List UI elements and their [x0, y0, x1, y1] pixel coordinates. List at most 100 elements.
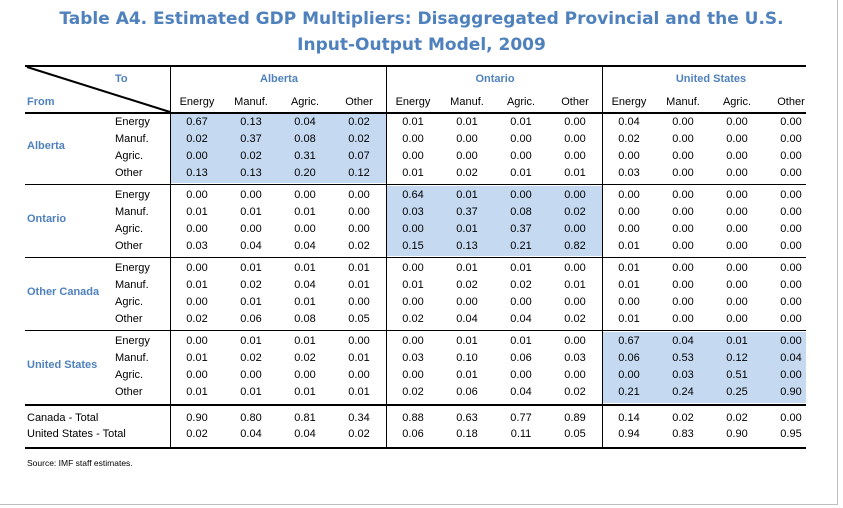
- table-cell: 0.12: [348, 167, 370, 179]
- column-header: Manuf.: [234, 96, 268, 108]
- row-group-label: Alberta: [27, 140, 65, 152]
- table-cell: 0.00: [348, 189, 370, 201]
- rule-after-alberta: [25, 184, 806, 185]
- table-cell: 0.01: [186, 386, 208, 398]
- table-cell: 0.01: [456, 116, 478, 128]
- table-cell: 0.00: [726, 150, 748, 162]
- table-cell: 0.00: [402, 150, 424, 162]
- table-cell: 0.13: [186, 167, 208, 179]
- row-sub-label: Agric.: [115, 369, 144, 381]
- table-cell: 0.00: [348, 206, 370, 218]
- table-cell: 0.00: [510, 296, 532, 308]
- table-cell: 0.00: [510, 133, 532, 145]
- table-cell: 0.00: [348, 296, 370, 308]
- table-cell: 0.08: [294, 133, 316, 145]
- table-cell: 0.51: [726, 369, 748, 381]
- table-cell: 0.00: [780, 240, 802, 252]
- table-cell: 0.03: [672, 369, 694, 381]
- table-cell: 0.06: [240, 313, 262, 325]
- table-cell: 0.02: [402, 386, 424, 398]
- column-header: Manuf.: [666, 96, 700, 108]
- table-cell: 0.02: [456, 167, 478, 179]
- column-header: Energy: [179, 96, 215, 108]
- from-label: From: [27, 96, 55, 108]
- column-header: Other: [777, 96, 805, 108]
- table-cell: 0.00: [564, 262, 586, 274]
- rule-bottom: [25, 447, 806, 449]
- total-cell: 0.05: [564, 428, 586, 440]
- table-cell: 0.03: [402, 206, 424, 218]
- table-cell: 0.01: [726, 335, 748, 347]
- table-cell: 0.01: [618, 313, 640, 325]
- table-cell: 0.00: [672, 313, 694, 325]
- table-cell: 0.00: [402, 133, 424, 145]
- table-cell: 0.01: [294, 206, 316, 218]
- total-cell: 0.04: [294, 428, 316, 440]
- table-cell: 0.00: [726, 116, 748, 128]
- column-header: Agric.: [506, 96, 536, 108]
- table-cell: 0.04: [294, 116, 316, 128]
- total-cell: 0.34: [348, 412, 370, 424]
- table-cell: 0.00: [294, 189, 316, 201]
- table-cell: 0.04: [618, 116, 640, 128]
- row-sub-label: Manuf.: [115, 352, 149, 364]
- table-cell: 0.00: [672, 223, 694, 235]
- total-cell: 0.02: [672, 412, 694, 424]
- table-cell: 0.00: [402, 262, 424, 274]
- table-cell: 0.07: [348, 150, 370, 162]
- table-cell: 0.00: [780, 223, 802, 235]
- table-cell: 0.01: [186, 279, 208, 291]
- table-cell: 0.01: [456, 189, 478, 201]
- table-cell: 0.00: [780, 313, 802, 325]
- column-header: Agric.: [722, 96, 752, 108]
- table-cell: 0.01: [618, 279, 640, 291]
- table-cell: 0.02: [564, 313, 586, 325]
- table-cell: 0.31: [294, 150, 316, 162]
- total-cell: 0.94: [618, 428, 640, 440]
- highlight-ontario-block: [387, 186, 603, 256]
- table-cell: 0.00: [564, 189, 586, 201]
- table-cell: 0.01: [402, 116, 424, 128]
- rule-header-bottom: [25, 112, 806, 114]
- total-cell: 0.90: [186, 412, 208, 424]
- table-cell: 0.00: [618, 223, 640, 235]
- table-cell: 0.00: [564, 369, 586, 381]
- row-sub-label: Manuf.: [115, 133, 149, 145]
- row-sub-label: Other: [115, 240, 143, 252]
- column-header: Manuf.: [450, 96, 484, 108]
- table-cell: 0.00: [510, 189, 532, 201]
- row-sub-label: Agric.: [115, 223, 144, 235]
- table-cell: 0.00: [402, 223, 424, 235]
- total-cell: 0.88: [402, 412, 424, 424]
- group-head-united-states: United States: [675, 73, 747, 85]
- total-cell: 0.02: [348, 428, 370, 440]
- table-cell: 0.04: [780, 352, 802, 364]
- table-cell: 0.02: [564, 386, 586, 398]
- table-cell: 0.00: [780, 296, 802, 308]
- table-cell: 0.13: [240, 167, 262, 179]
- table-cell: 0.01: [618, 262, 640, 274]
- total-cell: 0.83: [672, 428, 694, 440]
- table-cell: 0.00: [402, 369, 424, 381]
- table-cell: 0.04: [294, 240, 316, 252]
- title-line-2: Input-Output Model, 2009: [297, 35, 546, 55]
- table-cell: 0.00: [186, 223, 208, 235]
- rule-top: [25, 65, 806, 67]
- table-cell: 0.01: [294, 296, 316, 308]
- row-sub-label: Manuf.: [115, 206, 149, 218]
- table-cell: 0.00: [564, 296, 586, 308]
- table-cell: 0.00: [618, 189, 640, 201]
- table-cell: 0.02: [348, 133, 370, 145]
- table-cell: 0.25: [726, 386, 748, 398]
- rule-col-ontario: [386, 65, 387, 449]
- table-cell: 0.08: [294, 313, 316, 325]
- row-group-label: Other Canada: [27, 286, 100, 298]
- table-cell: 0.00: [186, 335, 208, 347]
- table-cell: 0.02: [240, 352, 262, 364]
- table-cell: 0.13: [240, 116, 262, 128]
- rule-col-alberta: [170, 65, 171, 449]
- total-cell: 0.89: [564, 412, 586, 424]
- table-cell: 0.01: [348, 262, 370, 274]
- table-cell: 0.01: [402, 167, 424, 179]
- row-sub-label: Other: [115, 313, 143, 325]
